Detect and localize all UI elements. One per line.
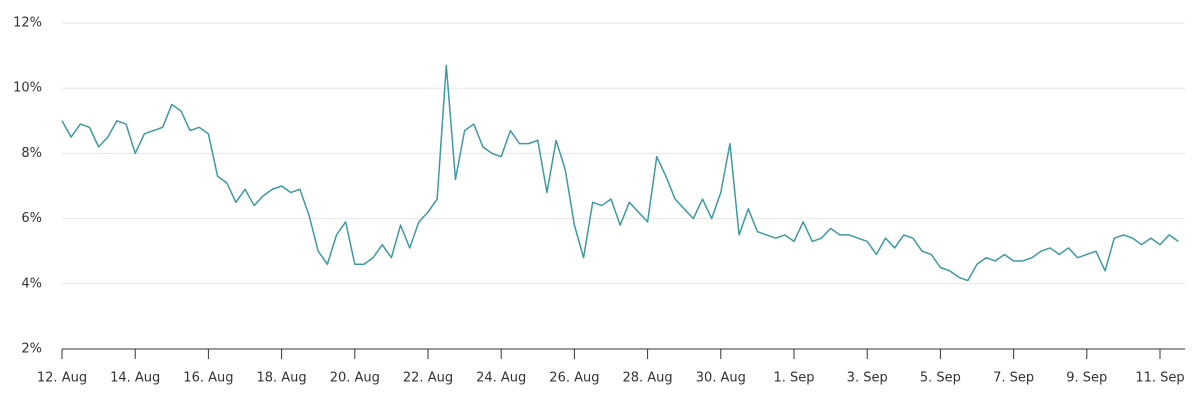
x-tick-label: 28. Aug [622,371,672,386]
y-tick-label: 8% [21,146,42,161]
x-tick-label: 9. Sep [1066,371,1107,386]
y-tick-label: 12% [13,16,42,31]
x-tick-label: 5. Sep [920,371,961,386]
x-tick-label: 3. Sep [847,371,888,386]
x-tick-label: 11. Sep [1135,371,1184,386]
x-tick-label: 22. Aug [403,371,453,386]
x-tick-label: 12. Aug [37,371,87,386]
x-tick-label: 14. Aug [110,371,160,386]
x-tick-label: 26. Aug [549,371,599,386]
y-tick-label: 6% [21,211,42,226]
y-tick-label: 2% [21,342,42,357]
x-tick-label: 18. Aug [256,371,306,386]
x-tick-label: 20. Aug [330,371,380,386]
y-tick-label: 4% [21,276,42,291]
x-tick-label: 1. Sep [773,371,814,386]
x-tick-label: 16. Aug [183,371,233,386]
x-tick-label: 24. Aug [476,371,526,386]
line-series [61,64,1179,282]
x-tick-label: 7. Sep [993,371,1034,386]
x-tick-label: 30. Aug [696,371,746,386]
y-tick-label: 10% [13,81,42,96]
